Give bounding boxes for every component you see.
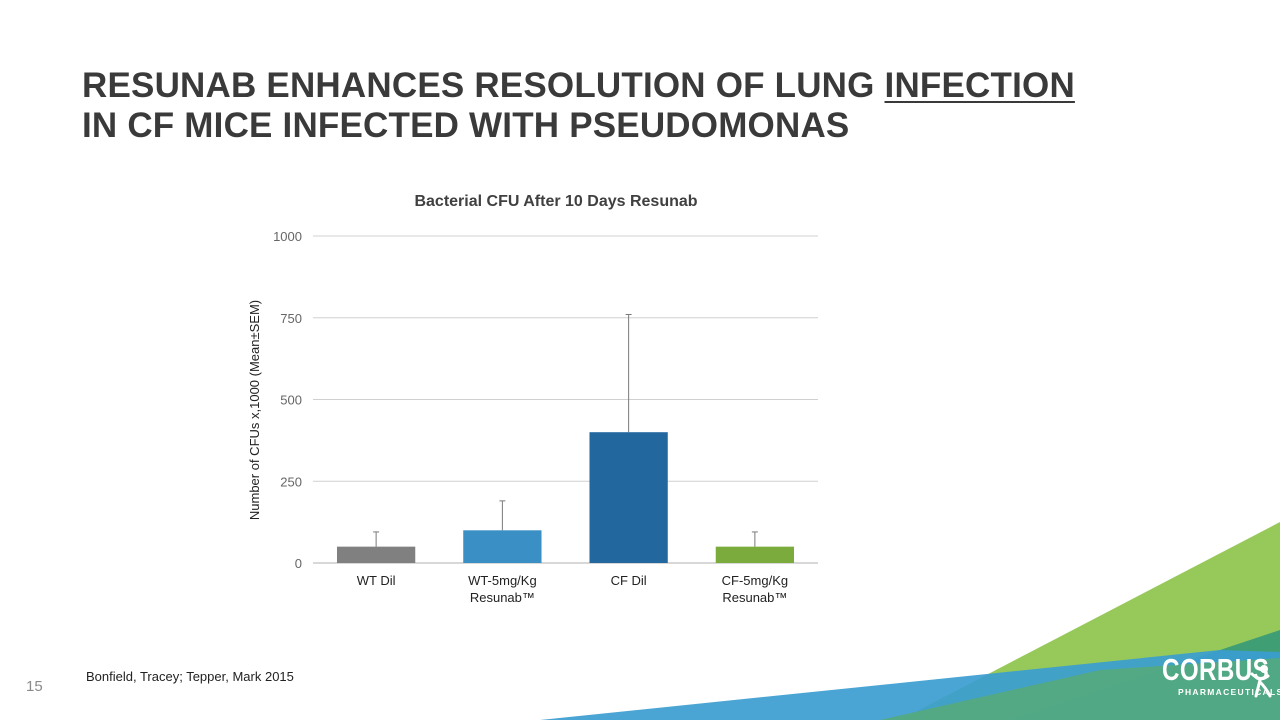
- decorative-swooshes: [540, 522, 1280, 720]
- x-tick-label: WT Dil: [357, 573, 396, 588]
- x-tick-label-line: WT-5mg/Kg: [468, 573, 537, 588]
- y-tick-label: 1000: [273, 229, 302, 244]
- citation: Bonfield, Tracey; Tepper, Mark 2015: [86, 669, 294, 684]
- x-tick-labels: WT Dil WT-5mg/Kg Resunab™ CF Dil CF-5mg/Kg Re…: [357, 573, 788, 605]
- y-tick-label: 750: [280, 311, 302, 326]
- logo-subtitle: PHARMACEUTICALS: [1178, 687, 1280, 697]
- error-bars: [373, 313, 758, 547]
- y-axis-label: Number of CFUs x,1000 (Mean±SEM): [247, 300, 262, 520]
- slide-title: RESUNAB ENHANCES RESOLUTION OF LUNG INFE…: [82, 66, 1075, 146]
- y-tick-label: 0: [295, 556, 302, 571]
- chart-title: Bacterial CFU After 10 Days Resunab: [414, 193, 697, 210]
- bar: [589, 432, 668, 563]
- title-line2: IN CF MICE INFECTED WITH PSEUDOMONAS: [82, 106, 850, 145]
- page-number: 15: [26, 678, 43, 695]
- x-tick-label-line: CF-5mg/Kg: [722, 573, 788, 588]
- x-tick-label-line: CF Dil: [611, 573, 647, 588]
- bars: [336, 432, 795, 563]
- x-tick-label: WT-5mg/Kg Resunab™: [468, 573, 537, 605]
- logo-figure-icon: [1250, 665, 1272, 698]
- title-line1-text: RESUNAB ENHANCES RESOLUTION OF LUNG: [82, 66, 885, 105]
- y-tick-label: 500: [280, 393, 302, 408]
- error-bar: [625, 313, 632, 433]
- gridlines: [313, 235, 818, 564]
- x-tick-label: CF-5mg/Kg Resunab™: [722, 573, 788, 605]
- bar: [463, 530, 542, 563]
- overlap-swoosh: [880, 658, 1280, 720]
- title-underlined-word: INFECTION: [884, 66, 1075, 105]
- error-bar: [499, 500, 506, 531]
- error-bar: [373, 531, 380, 547]
- x-tick-label-line: WT Dil: [357, 573, 396, 588]
- title-line1: RESUNAB ENHANCES RESOLUTION OF LUNG INFE…: [82, 66, 1075, 105]
- x-tick-label-line: Resunab™: [470, 590, 535, 605]
- logo-wordmark: CORBUS: [1162, 652, 1270, 687]
- x-tick-label: CF Dil: [611, 573, 647, 588]
- company-logo: CORBUS PHARMACEUTICALS: [1162, 652, 1280, 698]
- y-tick-labels: 0 250 500 750 1000: [273, 229, 302, 571]
- bar: [336, 546, 416, 563]
- error-bar: [751, 531, 758, 547]
- x-tick-label-line: Resunab™: [722, 590, 787, 605]
- y-tick-label: 250: [280, 474, 302, 489]
- bar: [715, 546, 795, 563]
